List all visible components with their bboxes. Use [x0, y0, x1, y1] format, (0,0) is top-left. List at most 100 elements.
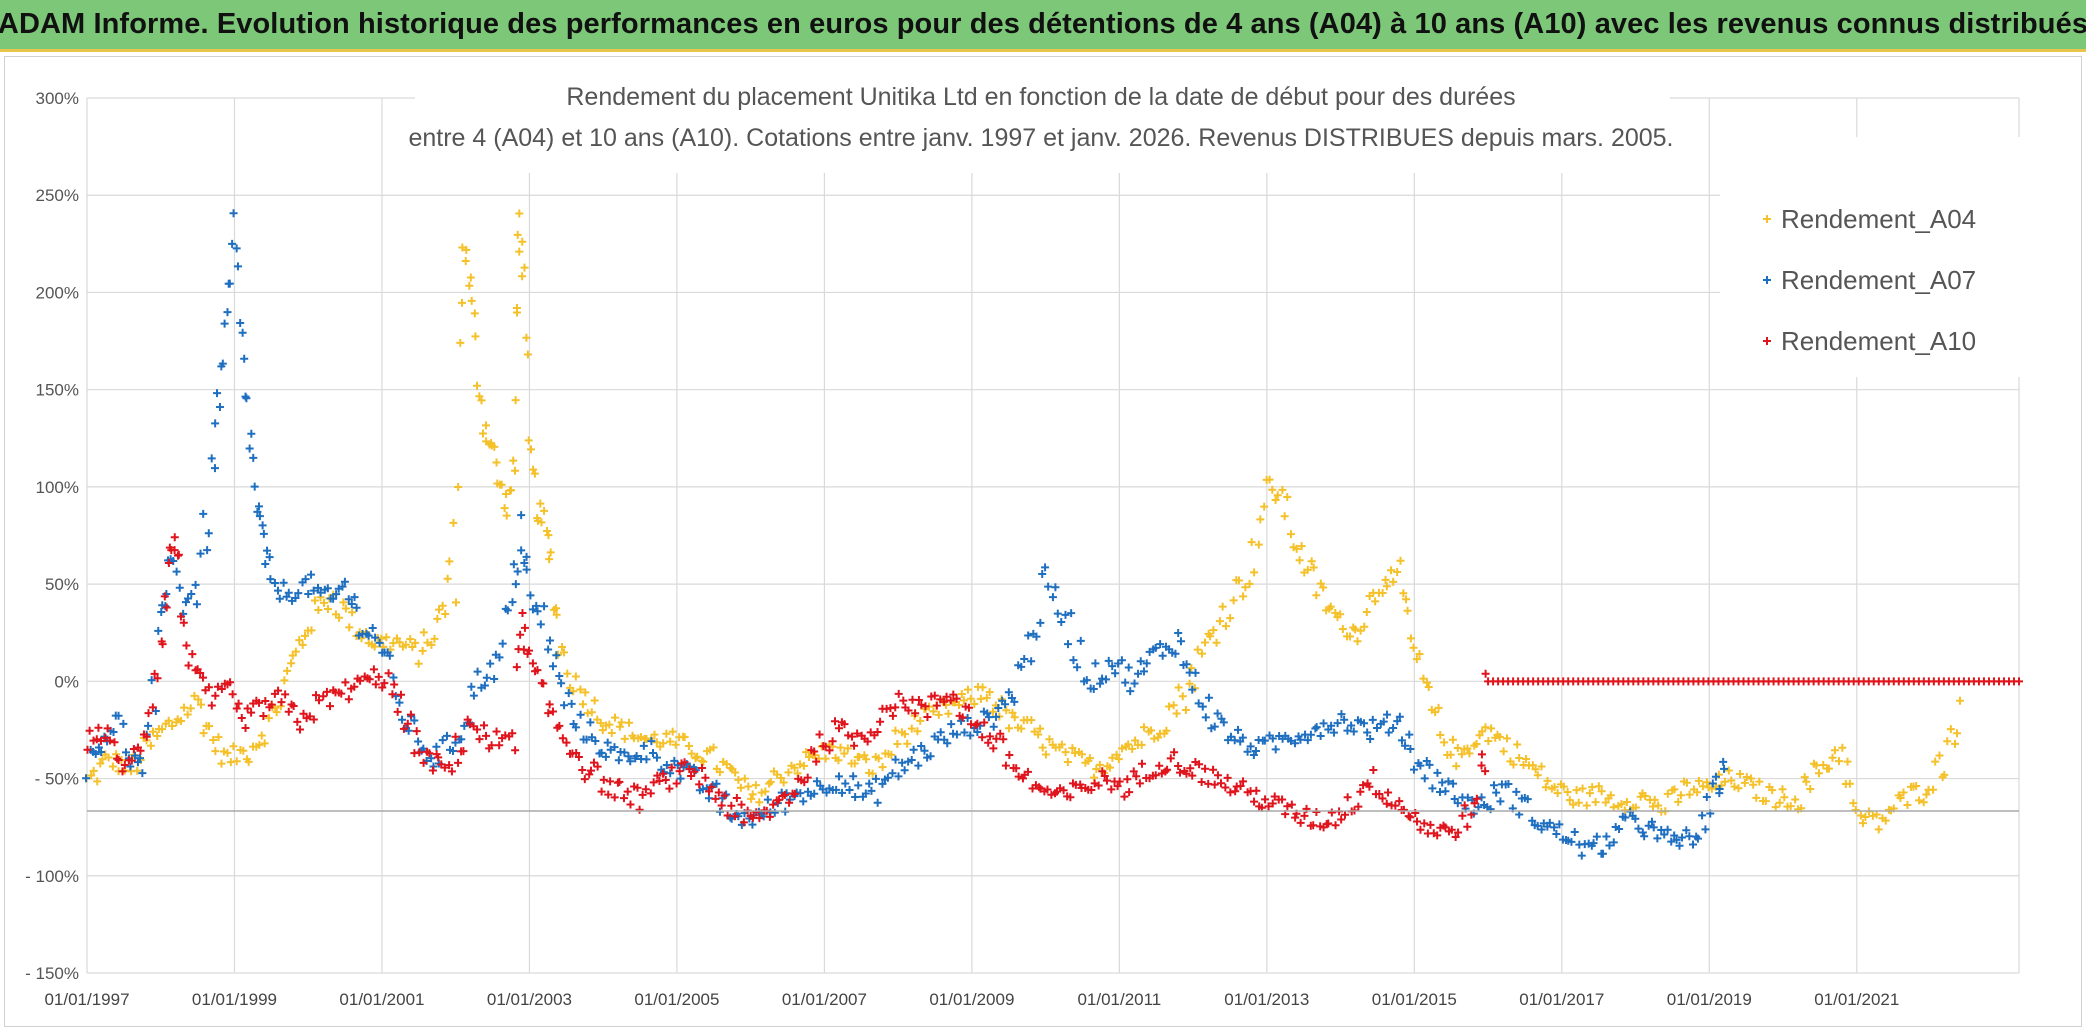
- data-point: [917, 742, 926, 751]
- data-point: [878, 763, 887, 772]
- data-point: [1543, 776, 1552, 785]
- data-point: [1108, 662, 1117, 671]
- data-point: [676, 774, 685, 783]
- data-point: [903, 739, 912, 748]
- data-point: [1124, 663, 1133, 672]
- data-point: [638, 790, 647, 799]
- data-point: [1327, 721, 1336, 730]
- data-point: [511, 396, 520, 405]
- data-point: [1089, 685, 1098, 694]
- data-point: [218, 359, 227, 368]
- data-point: [368, 623, 377, 632]
- data-point: [891, 703, 900, 712]
- data-point: [751, 781, 760, 790]
- data-point: [1851, 806, 1860, 815]
- data-point: [904, 706, 913, 715]
- data-point: [1245, 579, 1254, 588]
- data-point: [1496, 797, 1505, 806]
- data-point: [255, 512, 264, 521]
- data-point: [668, 727, 677, 736]
- data-point: [562, 738, 571, 747]
- data-point: [508, 729, 517, 738]
- data-point: [863, 737, 872, 746]
- data-point: [1251, 747, 1260, 756]
- data-point: [1045, 735, 1054, 744]
- data-point: [513, 230, 522, 239]
- x-tick-label: 01/01/2021: [1814, 990, 1899, 1009]
- data-point: [172, 567, 181, 576]
- data-point: [498, 639, 507, 648]
- data-point: [1667, 837, 1676, 846]
- data-point: [659, 739, 668, 748]
- data-point: [399, 724, 408, 733]
- data-point: [398, 715, 407, 724]
- data-point: [1163, 765, 1172, 774]
- data-point: [1201, 764, 1210, 773]
- data-point: [591, 736, 600, 745]
- data-point: [558, 643, 567, 652]
- data-point: [1287, 800, 1296, 809]
- data-point: [1362, 608, 1371, 617]
- data-point: [1204, 693, 1213, 702]
- data-point: [1389, 724, 1398, 733]
- legend: Rendement_A04 Rendement_A07 Rendement_A10: [1763, 204, 1976, 356]
- data-point: [506, 486, 515, 495]
- data-point: [207, 701, 216, 710]
- data-point: [684, 742, 693, 751]
- data-point: [1136, 657, 1145, 666]
- data-point: [1922, 790, 1931, 799]
- data-point: [480, 681, 489, 690]
- data-point: [273, 586, 282, 595]
- data-point: [1057, 740, 1066, 749]
- data-point: [1381, 575, 1390, 584]
- data-point: [136, 746, 145, 755]
- data-point: [1434, 703, 1443, 712]
- data-point: [1711, 772, 1720, 781]
- data-point: [164, 716, 173, 725]
- data-point: [471, 332, 480, 341]
- data-point: [626, 757, 635, 766]
- data-point: [374, 672, 383, 681]
- data-point: [1940, 770, 1949, 779]
- data-point: [220, 319, 229, 328]
- data-point: [873, 798, 882, 807]
- data-point: [989, 707, 998, 716]
- data-point: [150, 669, 159, 678]
- data-point: [582, 735, 591, 744]
- data-point: [1570, 828, 1579, 837]
- data-point: [274, 686, 283, 695]
- data-point: [844, 731, 853, 740]
- data-point: [1243, 747, 1252, 756]
- data-point: [1064, 640, 1073, 649]
- chart-area: 300% 250% 200% 150% 100% 50% 0% - 50% - 100% - 15…: [4, 56, 2082, 1027]
- data-point: [364, 631, 373, 640]
- data-point: [272, 708, 281, 717]
- data-point: [1343, 793, 1352, 802]
- data-point: [1198, 702, 1207, 711]
- data-point: [377, 634, 386, 643]
- data-point: [691, 766, 700, 775]
- data-point: [536, 499, 545, 508]
- data-point: [1023, 767, 1032, 776]
- data-point: [699, 757, 708, 766]
- data-point: [1209, 765, 1218, 774]
- data-point: [653, 771, 662, 780]
- data-point: [1061, 748, 1070, 757]
- data-point: [747, 794, 756, 803]
- data-point: [555, 672, 564, 681]
- data-point: [1528, 816, 1537, 825]
- data-point: [1780, 793, 1789, 802]
- data-point: [98, 755, 107, 764]
- data-point: [1219, 718, 1228, 727]
- data-point: [240, 354, 249, 363]
- data-point: [1409, 765, 1418, 774]
- data-point: [619, 794, 628, 803]
- data-point: [1187, 664, 1196, 673]
- data-point: [1899, 788, 1908, 797]
- data-point: [1291, 739, 1300, 748]
- data-point: [296, 725, 305, 734]
- data-point: [648, 749, 657, 758]
- data-point: [1467, 810, 1476, 819]
- y-tick-label: 300%: [36, 89, 79, 108]
- data-point: [620, 748, 629, 757]
